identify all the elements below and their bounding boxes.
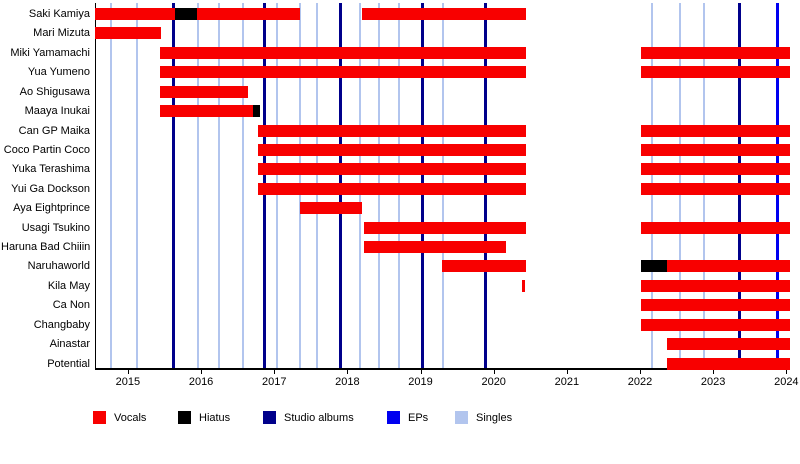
legend-label: Hiatus bbox=[199, 412, 231, 424]
single-release-line bbox=[241, 3, 244, 368]
vocals-bar bbox=[667, 357, 790, 370]
member-label: Coco Partin Coco bbox=[3, 143, 90, 156]
x-tick-label: 2019 bbox=[408, 376, 433, 388]
vocals-bar bbox=[258, 163, 526, 176]
member-label: Naruhaworld bbox=[27, 260, 90, 273]
x-tick-label: 2024 bbox=[774, 376, 799, 388]
member-label: Changbaby bbox=[33, 318, 90, 331]
hiatus-bar bbox=[253, 105, 260, 118]
legend-item-singles: Singles bbox=[455, 411, 575, 425]
vocals-bar bbox=[640, 279, 790, 292]
member-label: Yua Yumeno bbox=[27, 66, 90, 79]
member-label: Mari Mizuta bbox=[33, 27, 90, 40]
vocals-bar bbox=[640, 299, 790, 312]
member-label: Potential bbox=[47, 357, 90, 370]
legend-item-vocals: Vocals bbox=[93, 411, 213, 425]
legend-label: Studio albums bbox=[284, 412, 354, 424]
vocals-bar bbox=[667, 260, 790, 273]
vocals-bar bbox=[640, 163, 790, 176]
member-label: Aya Eightprince bbox=[13, 202, 90, 215]
x-tick-label: 2016 bbox=[188, 376, 214, 388]
vocals-swatch bbox=[93, 411, 106, 424]
x-tick-label: 2020 bbox=[481, 376, 506, 388]
vocals-bar bbox=[640, 124, 790, 137]
vocals-bar bbox=[258, 182, 526, 195]
hiatus-bar bbox=[640, 260, 668, 273]
vocals-bar bbox=[640, 46, 790, 59]
vocals-bar bbox=[521, 279, 526, 292]
vocals-bar bbox=[196, 8, 300, 20]
member-label: Haruna Bad Chiiin bbox=[1, 241, 91, 254]
studio-album-release-line bbox=[171, 3, 175, 368]
eps-swatch bbox=[387, 411, 400, 424]
vocals-bar bbox=[160, 85, 248, 98]
vocals-bar bbox=[160, 46, 526, 59]
member-label: Yui Ga Dockson bbox=[11, 182, 90, 195]
legend-label: Vocals bbox=[114, 412, 147, 424]
vocals-bar bbox=[258, 124, 526, 137]
x-tick-mark bbox=[566, 370, 568, 374]
member-label: Usagi Tsukino bbox=[21, 221, 90, 234]
hiatus-swatch bbox=[178, 411, 191, 424]
x-tick-label: 2018 bbox=[335, 376, 360, 388]
vocals-bar bbox=[95, 27, 161, 40]
member-label: Saki Kamiya bbox=[28, 8, 90, 20]
member-label: Miki Yamamachi bbox=[10, 46, 90, 59]
plot-area bbox=[95, 3, 790, 370]
x-tick-mark bbox=[493, 370, 495, 374]
member-label: Ainastar bbox=[49, 338, 90, 351]
vocals-bar bbox=[640, 221, 790, 234]
member-label: Can GP Maika bbox=[18, 124, 90, 137]
vocals-bar bbox=[364, 241, 507, 254]
member-label: Ca Non bbox=[52, 299, 90, 312]
x-tick-mark bbox=[713, 370, 715, 374]
x-tick-label: 2022 bbox=[627, 376, 653, 388]
vocals-bar bbox=[160, 66, 526, 79]
member-label: Ao Shigusawa bbox=[19, 85, 90, 98]
single-release-line bbox=[217, 3, 220, 368]
single-release-line bbox=[135, 3, 138, 368]
x-axis-line bbox=[95, 368, 790, 370]
x-tick-mark bbox=[127, 370, 129, 374]
member-label: Kila May bbox=[47, 279, 90, 292]
x-tick-label: 2015 bbox=[115, 376, 141, 388]
studio_albums-swatch bbox=[263, 411, 276, 424]
x-tick-label: 2023 bbox=[700, 376, 726, 388]
vocals-bar bbox=[362, 8, 526, 20]
x-tick-mark bbox=[274, 370, 276, 374]
legend-item-studio_albums: Studio albums bbox=[263, 411, 383, 425]
legend-item-hiatus: Hiatus bbox=[178, 411, 298, 425]
y-axis-line bbox=[95, 3, 96, 368]
vocals-bar bbox=[160, 105, 254, 118]
member-label: Yuka Terashima bbox=[11, 163, 90, 176]
hiatus-bar bbox=[174, 8, 197, 20]
legend-item-eps: EPs bbox=[387, 411, 507, 425]
vocals-bar bbox=[364, 221, 526, 234]
x-tick-mark bbox=[347, 370, 349, 374]
x-tick-label: 2021 bbox=[554, 376, 580, 388]
vocals-bar bbox=[640, 66, 790, 79]
vocals-bar bbox=[95, 8, 175, 20]
x-tick-label: 2017 bbox=[261, 376, 287, 388]
x-tick-mark bbox=[640, 370, 642, 374]
x-tick-mark bbox=[786, 370, 788, 374]
x-tick-mark bbox=[201, 370, 203, 374]
vocals-bar bbox=[441, 260, 526, 273]
x-tick-mark bbox=[420, 370, 422, 374]
vocals-bar bbox=[258, 143, 526, 156]
single-release-line bbox=[197, 3, 200, 368]
member-label: Maaya Inukai bbox=[24, 105, 90, 118]
vocals-bar bbox=[640, 318, 790, 331]
vocals-bar bbox=[640, 182, 790, 195]
legend-label: EPs bbox=[408, 412, 429, 424]
vocals-bar bbox=[667, 338, 790, 351]
single-release-line bbox=[110, 3, 113, 368]
legend-label: Singles bbox=[476, 412, 513, 424]
vocals-bar bbox=[299, 202, 362, 215]
singles-swatch bbox=[455, 411, 468, 424]
vocals-bar bbox=[640, 143, 790, 156]
